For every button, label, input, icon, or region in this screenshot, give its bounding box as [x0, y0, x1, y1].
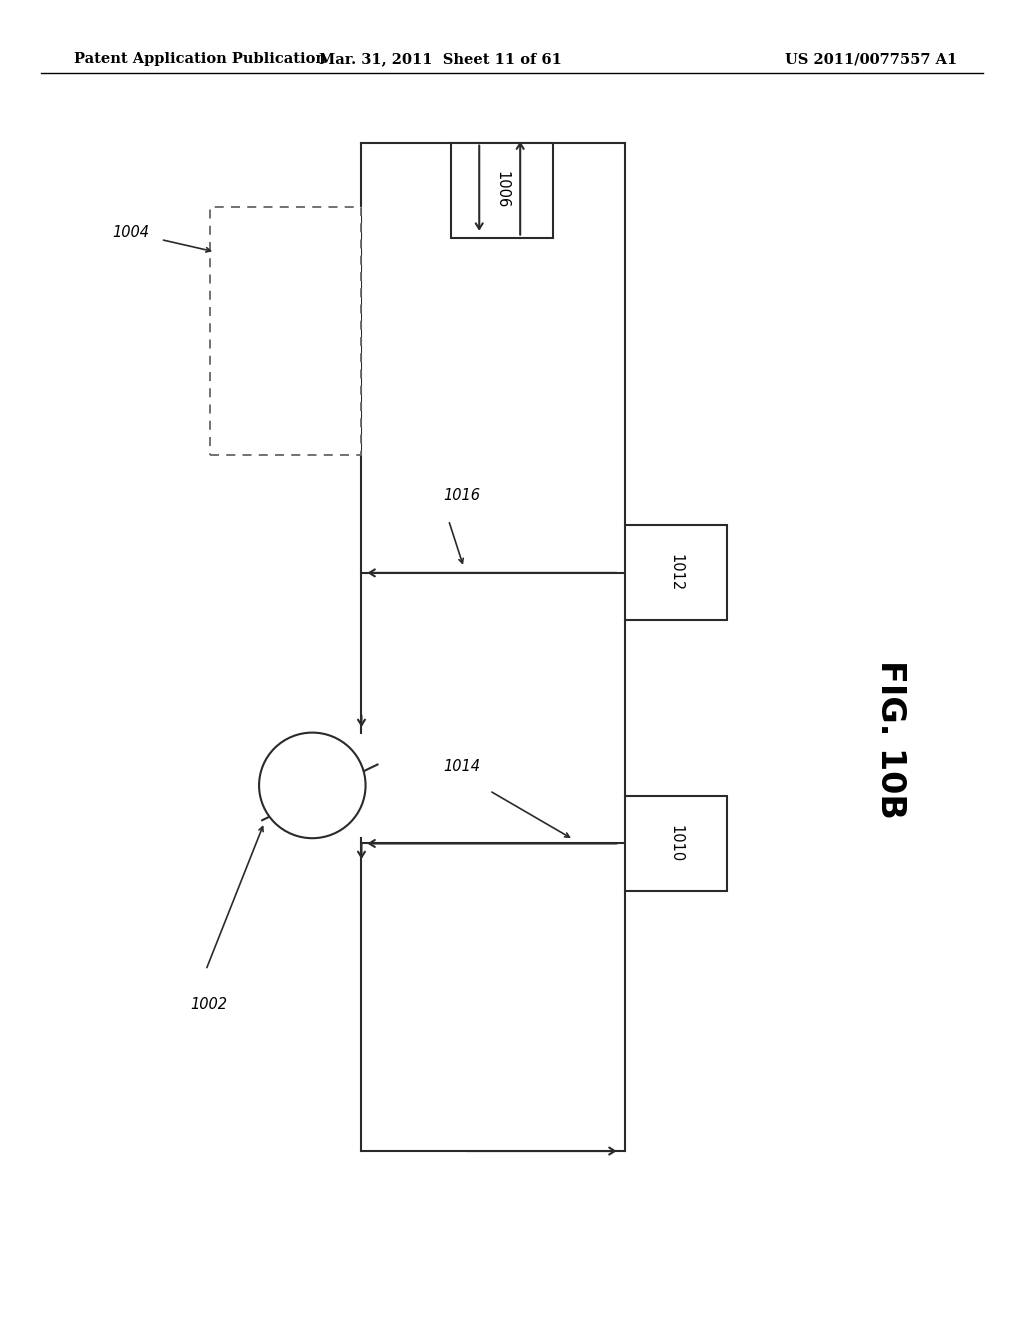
Text: 1014: 1014: [443, 759, 480, 774]
Text: 1012: 1012: [669, 554, 683, 591]
Text: US 2011/0077557 A1: US 2011/0077557 A1: [785, 53, 957, 66]
FancyBboxPatch shape: [451, 143, 553, 238]
Text: FIG. 10B: FIG. 10B: [874, 660, 907, 818]
Text: 1002: 1002: [189, 997, 227, 1011]
FancyBboxPatch shape: [625, 525, 727, 620]
Text: 1006: 1006: [495, 172, 509, 209]
FancyBboxPatch shape: [210, 207, 361, 455]
Text: Patent Application Publication: Patent Application Publication: [74, 53, 326, 66]
Text: Mar. 31, 2011  Sheet 11 of 61: Mar. 31, 2011 Sheet 11 of 61: [318, 53, 562, 66]
Text: 1004: 1004: [113, 224, 150, 239]
Ellipse shape: [259, 733, 366, 838]
FancyBboxPatch shape: [625, 796, 727, 891]
Text: 1016: 1016: [443, 488, 480, 503]
Text: 1010: 1010: [669, 825, 683, 862]
